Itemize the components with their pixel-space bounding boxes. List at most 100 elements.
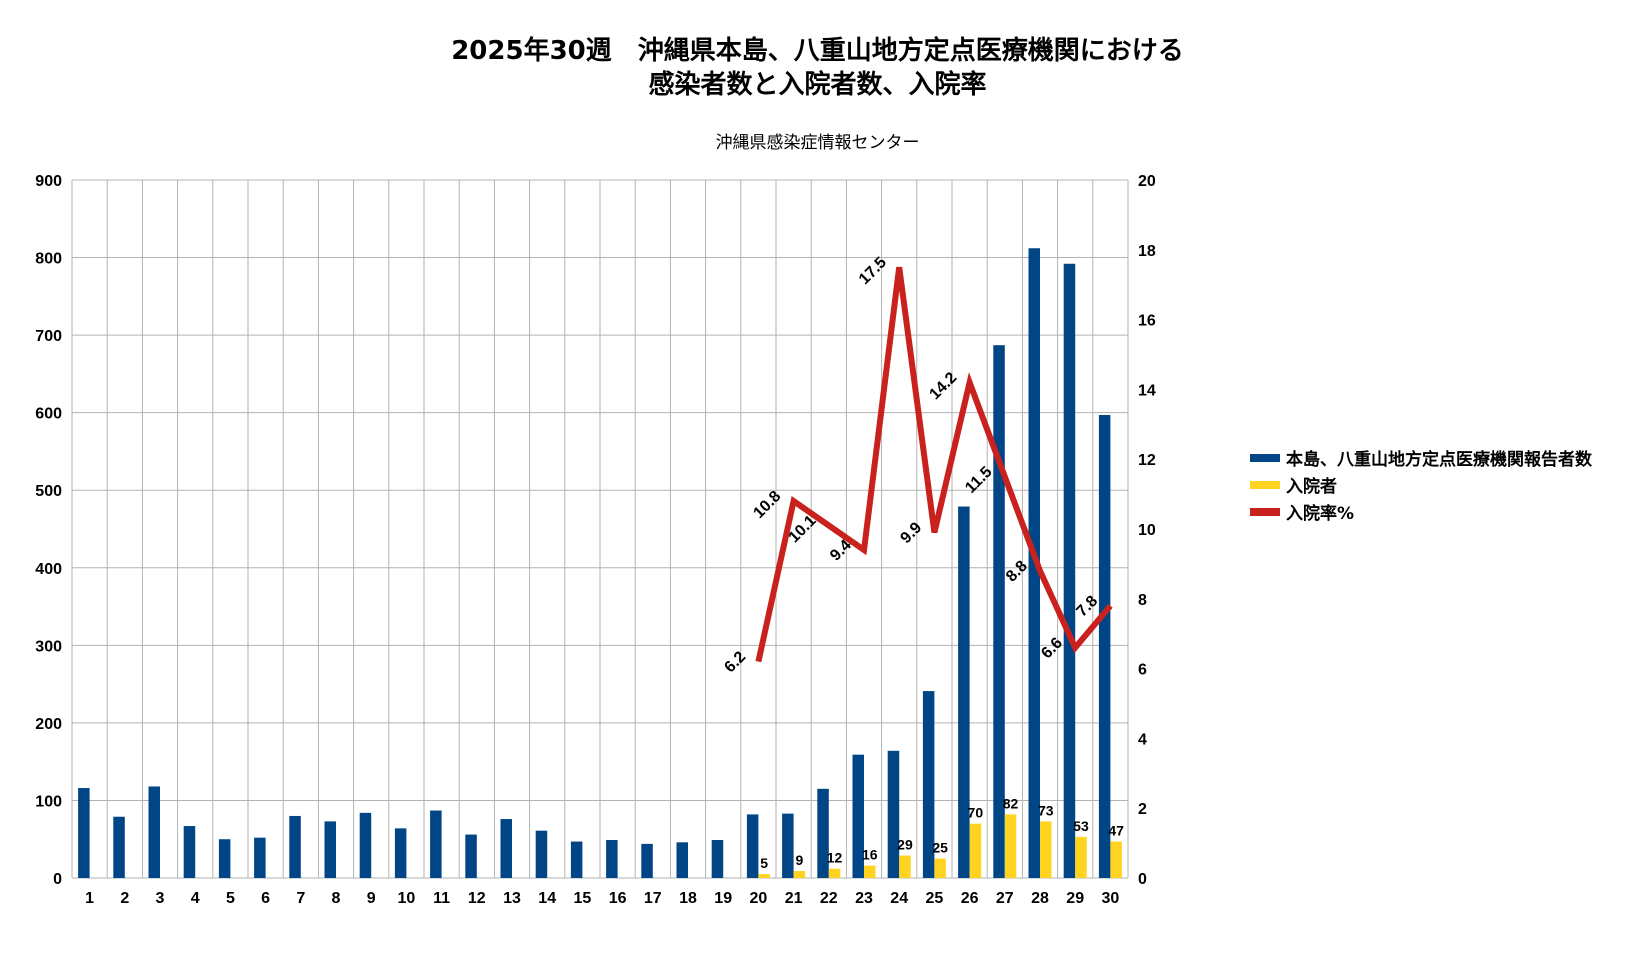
bar-hospitalized [864, 865, 876, 878]
bar-reported [958, 506, 970, 878]
bar-reported [676, 842, 688, 878]
x-tick-label: 19 [714, 890, 732, 907]
hospitalized-data-label: 29 [897, 837, 913, 853]
rate-data-label: 11.5 [962, 463, 995, 496]
bar-reported [641, 843, 653, 878]
y2-tick-label: 0 [1138, 871, 1147, 888]
bar-reported [359, 812, 372, 878]
y2-tick-label: 18 [1138, 243, 1156, 260]
y2-tick-label: 12 [1138, 452, 1156, 469]
bar-reported [218, 839, 231, 878]
x-tick-label: 28 [1031, 890, 1049, 907]
hospitalized-data-label: 73 [1038, 802, 1054, 818]
y2-tick-label: 2 [1138, 801, 1147, 818]
x-tick-label: 1 [85, 890, 94, 907]
bar-hospitalized [758, 874, 770, 878]
bar-reported [465, 834, 477, 878]
legend-swatch-reported [1250, 453, 1280, 462]
hospitalized-data-label: 70 [968, 805, 984, 821]
x-tick-label: 22 [820, 890, 838, 907]
x-tick-label: 12 [468, 890, 486, 907]
rate-data-label: 14.2 [926, 369, 960, 403]
rate-data-label: 17.5 [856, 254, 890, 288]
hospitalized-data-label: 5 [760, 855, 768, 871]
bar-hospitalized [934, 858, 946, 878]
y-tick-label: 100 [35, 793, 62, 810]
x-tick-label: 17 [644, 890, 662, 907]
y-tick-label: 500 [35, 483, 62, 500]
x-tick-label: 8 [332, 890, 341, 907]
x-tick-label: 9 [367, 890, 376, 907]
legend-item-hospitalized: 入院者 [1250, 471, 1592, 498]
y2-tick-label: 20 [1138, 173, 1156, 190]
y2-tick-label: 10 [1138, 522, 1156, 539]
x-tick-label: 29 [1066, 890, 1084, 907]
bar-hospitalized [828, 868, 841, 878]
x-tick-label: 7 [296, 890, 305, 907]
bar-reported [570, 841, 583, 878]
rate-data-label: 6.6 [1038, 634, 1066, 662]
chart-subtitle: 沖縄県感染症情報センター [715, 133, 920, 153]
hospitalized-data-label: 82 [1003, 795, 1019, 811]
hospitalized-data-label: 16 [862, 847, 878, 863]
bar-hospitalized [969, 823, 982, 878]
hospitalized-data-label: 53 [1073, 818, 1089, 834]
bar-reported [746, 814, 759, 878]
bar-reported [430, 810, 442, 878]
legend-label-hospitalized: 入院者 [1286, 477, 1337, 497]
hospitalized-data-label: 12 [827, 850, 843, 866]
bar-reported [852, 754, 864, 878]
y-tick-label: 400 [35, 561, 62, 578]
y-tick-label: 800 [35, 251, 62, 268]
bar-reported [1098, 414, 1111, 878]
bar-hospitalized [1110, 841, 1122, 878]
bar-reported [148, 786, 160, 878]
x-tick-label: 3 [156, 890, 165, 907]
legend-item-reported: 本島、八重山地方定点医療機関報告者数 [1250, 444, 1592, 471]
y-tick-label: 300 [35, 638, 62, 655]
legend-swatch-rate [1250, 507, 1280, 516]
rate-data-label: 10.8 [750, 488, 784, 522]
bar-reported [535, 830, 548, 878]
legend-label-rate: 入院率% [1286, 504, 1355, 524]
bar-reported [324, 821, 336, 878]
rate-data-label: 8.8 [1003, 558, 1031, 586]
x-tick-label: 25 [926, 890, 944, 907]
legend-label-reported: 本島、八重山地方定点医療機関報告者数 [1286, 450, 1592, 470]
x-tick-label: 4 [191, 890, 200, 907]
y-tick-label: 600 [35, 406, 62, 423]
bar-reported [289, 815, 301, 878]
x-tick-label: 20 [750, 890, 768, 907]
bar-reported [78, 788, 90, 878]
y-tick-label: 700 [35, 328, 62, 345]
x-tick-label: 24 [890, 890, 908, 907]
hospitalized-data-label: 9 [795, 852, 803, 868]
rate-line [755, 266, 1113, 663]
bar-reported [500, 819, 512, 878]
y2-tick-label: 8 [1138, 592, 1147, 609]
rate-data-label: 9.9 [897, 519, 925, 547]
bar-reported [887, 750, 900, 878]
y-tick-label: 0 [53, 871, 62, 888]
bar-hospitalized [1075, 836, 1087, 878]
y2-tick-label: 14 [1138, 382, 1156, 399]
x-tick-label: 15 [574, 890, 592, 907]
x-tick-label: 23 [855, 890, 873, 907]
x-tick-label: 6 [261, 890, 270, 907]
legend-item-rate: 入院率% [1250, 498, 1592, 525]
x-tick-label: 10 [398, 890, 416, 907]
x-tick-label: 14 [538, 890, 556, 907]
y2-tick-label: 16 [1138, 313, 1156, 330]
y2-tick-label: 6 [1138, 662, 1147, 679]
rate-data-label: 7.8 [1073, 593, 1101, 621]
rate-data-label: 6.2 [721, 648, 749, 676]
x-tick-label: 2 [120, 890, 129, 907]
bar-hospitalized [1040, 821, 1052, 878]
bar-reported [183, 826, 196, 878]
bar-reported [113, 816, 125, 878]
bar-reported [711, 839, 724, 878]
x-tick-label: 5 [226, 890, 235, 907]
x-tick-label: 26 [961, 890, 979, 907]
y-tick-label: 900 [35, 173, 62, 190]
